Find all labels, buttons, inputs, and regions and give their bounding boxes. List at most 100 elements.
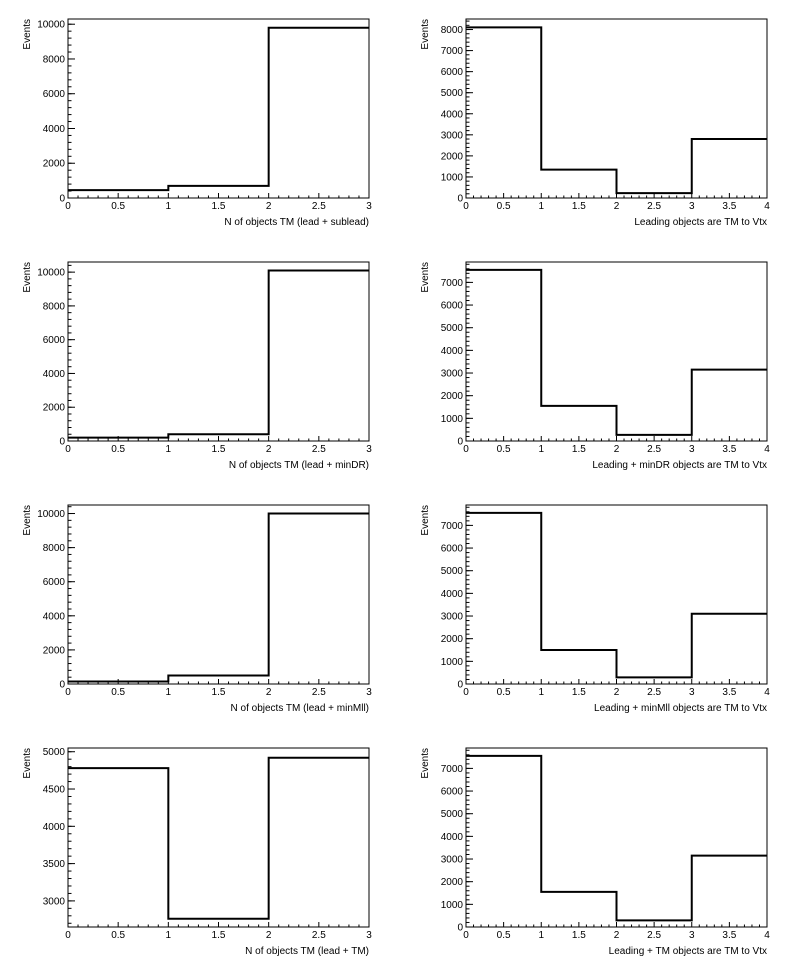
x-tick-label: 0.5 [497,444,511,455]
y-tick-label: 2000 [43,159,66,170]
y-tick-label: 2000 [43,403,66,414]
histogram-panel: 0 0.5 1 1.5 2 2.5 3 3.5 4 0 1000 2000 3000 4000 5000 60… [398,243,796,486]
x-axis-title: Leading + TM objects are TM to Vtx [609,946,767,957]
x-tick-label: 2.5 [312,444,326,455]
y-axis-title: Events [22,19,33,50]
x-tick-label: 3.5 [722,687,736,698]
histogram-series [466,26,767,195]
y-tick-label: 7000 [441,521,464,532]
x-tick-label: 2 [266,687,272,698]
histogram-series [68,512,369,683]
y-tick-label: 3000 [441,855,464,866]
x-tick-label: 1 [538,930,544,941]
y-tick-label: 3000 [441,612,464,623]
y-tick-label: 3000 [43,896,66,907]
x-tick-label: 3 [366,201,372,212]
y-tick-label: 10000 [37,509,65,520]
x-tick-label: 0 [463,201,469,212]
x-tick-label: 1 [538,201,544,212]
x-tick-label: 3.5 [722,444,736,455]
y-tick-label: 4000 [441,832,464,843]
y-tick-label: 6000 [441,67,464,78]
x-tick-label: 0.5 [111,444,125,455]
x-tick-label: 0.5 [497,687,511,698]
y-tick-label: 5000 [43,747,66,758]
y-axis-title: Events [22,505,33,536]
x-tick-label: 0 [65,930,71,941]
x-axis-title: N of objects TM (lead + minMll) [231,703,369,714]
x-tick-label: 2 [614,930,620,941]
x-tick-label: 2 [614,687,620,698]
x-tick-label: 1 [166,930,172,941]
histogram-plot: 0 0.5 1 1.5 2 2.5 3 3.5 4 0 1000 2000 3000 4000 5000 60… [420,261,770,471]
y-tick-label: 6000 [43,89,66,100]
y-tick-label: 8000 [43,543,66,554]
x-tick-label: 0.5 [497,930,511,941]
x-tick-label: 3 [689,687,695,698]
x-tick-label: 1.5 [212,687,226,698]
x-axis-title: Leading + minMll objects are TM to Vtx [594,703,767,714]
histogram-series [68,26,369,192]
histogram-panel: 0 0.5 1 1.5 2 2.5 3 3.5 4 0 1000 2000 3000 4000 5000 60… [398,0,796,243]
y-axis-title: Events [420,748,431,779]
y-tick-label: 6000 [43,335,66,346]
y-tick-label: 4000 [43,369,66,380]
y-tick-label: 1000 [441,172,464,183]
x-axis-title: N of objects TM (lead + minDR) [229,460,369,471]
y-tick-label: 8000 [43,54,66,65]
plot-frame [67,261,370,442]
y-tick-label: 7000 [441,764,464,775]
y-tick-label: 8000 [43,301,66,312]
x-tick-label: 1.5 [572,201,586,212]
x-tick-label: 1.5 [212,444,226,455]
x-tick-label: 3 [689,930,695,941]
histogram-series [466,511,767,679]
y-axis-title: Events [420,19,431,50]
x-tick-label: 2 [266,201,272,212]
x-tick-label: 2 [266,930,272,941]
y-tick-label: 4000 [441,109,464,120]
y-tick-label: 6000 [43,577,66,588]
y-tick-label: 0 [457,437,463,448]
y-tick-label: 2000 [441,391,464,402]
x-tick-label: 3 [366,930,372,941]
histogram-series [68,269,369,439]
x-tick-label: 1 [538,444,544,455]
y-tick-label: 0 [59,194,65,205]
histogram-panel: 0 0.5 1 1.5 2 2.5 3 0 2000 4000 6000 8000 10000 N of … [0,243,398,486]
x-axis-title: Leading objects are TM to Vtx [634,217,767,228]
x-tick-label: 2 [266,444,272,455]
histogram-plot: 0 0.5 1 1.5 2 2.5 3 3.5 4 0 1000 2000 3000 4000 5000 60… [420,18,770,228]
x-tick-label: 1 [166,687,172,698]
histogram-series [466,268,767,436]
histogram-plot: 0 0.5 1 1.5 2 2.5 3 3.5 4 0 1000 2000 3000 4000 5000 60… [420,747,770,957]
histogram-plot: 0 0.5 1 1.5 2 2.5 3 3.5 4 0 1000 2000 3000 4000 5000 60… [420,504,770,714]
histogram-series [68,756,369,920]
x-tick-label: 2.5 [312,687,326,698]
plot-frame [67,504,370,685]
x-tick-label: 0 [65,687,71,698]
y-tick-label: 2000 [43,645,66,656]
x-tick-label: 3 [366,687,372,698]
x-tick-label: 0.5 [497,201,511,212]
y-tick-label: 0 [457,923,463,934]
x-tick-label: 0 [463,444,469,455]
y-tick-label: 3500 [43,859,66,870]
x-tick-label: 2.5 [312,930,326,941]
y-tick-label: 4000 [43,611,66,622]
x-tick-label: 3 [366,444,372,455]
x-tick-label: 1.5 [572,687,586,698]
x-tick-label: 4 [764,687,770,698]
histogram-panel: 0 0.5 1 1.5 2 2.5 3 3000 3500 4000 4500 5000 N of ob… [0,729,398,972]
histogram-panel: 0 0.5 1 1.5 2 2.5 3 3.5 4 0 1000 2000 3000 4000 5000 60… [398,486,796,729]
y-axis-title: Events [420,505,431,536]
y-tick-label: 6000 [441,787,464,798]
y-tick-label: 6000 [441,544,464,555]
x-tick-label: 2.5 [647,930,661,941]
histogram-plot: 0 0.5 1 1.5 2 2.5 3 0 2000 4000 6000 8000 10000 N of … [22,261,372,471]
x-tick-label: 3 [689,444,695,455]
histogram-plot: 0 0.5 1 1.5 2 2.5 3 3000 3500 4000 4500 5000 N of ob… [22,747,372,957]
x-tick-label: 1 [538,687,544,698]
y-tick-label: 0 [59,680,65,691]
y-tick-label: 3000 [441,369,464,380]
